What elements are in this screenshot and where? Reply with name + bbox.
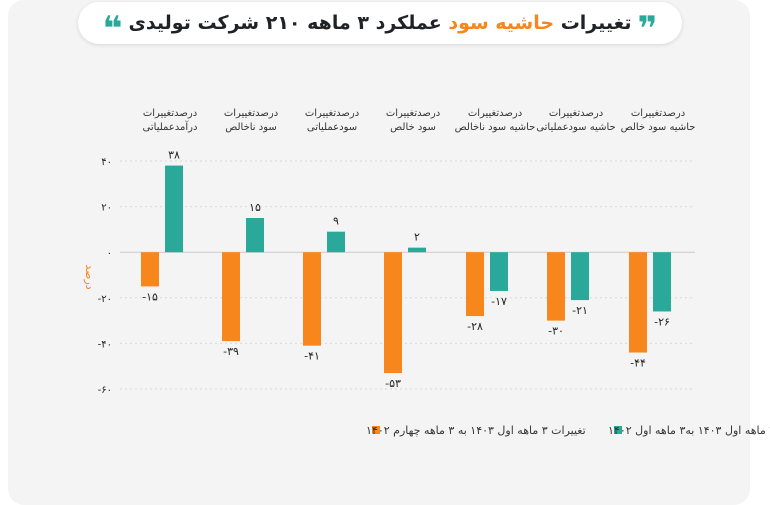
data-label: -۲۱ — [572, 304, 588, 317]
bar-teal — [246, 218, 264, 253]
data-label: -۵۳ — [385, 377, 401, 390]
category-label: سود ناخالص — [225, 122, 277, 133]
y-tick-label: ۰ — [107, 248, 112, 259]
data-label: ۳۸ — [168, 149, 180, 162]
data-label: -۳۰ — [548, 325, 564, 338]
bar-orange — [384, 252, 402, 374]
category-label: درصدتغییرات — [386, 108, 440, 119]
category-label: سود خالص — [390, 122, 436, 133]
data-label: -۴۴ — [630, 357, 646, 370]
data-label: -۲۶ — [654, 315, 670, 328]
y-tick-label: ۴۰ — [101, 157, 112, 168]
y-axis-label: درصد — [83, 264, 96, 289]
data-label: ۲ — [414, 231, 420, 244]
data-label: -۲۸ — [467, 320, 483, 333]
y-tick-label: ۲۰ — [101, 203, 112, 214]
bar-orange — [547, 252, 565, 321]
y-tick-label: -۶۰ — [98, 385, 112, 396]
category-label: حاشیه سودعملیاتی — [536, 122, 615, 133]
data-label: -۱۷ — [491, 295, 507, 308]
category-label: درصدتغییرات — [549, 108, 603, 119]
legend-swatch — [614, 426, 622, 434]
title-highlight: حاشیه سود — [448, 12, 555, 34]
category-label: درصدتغییرات — [468, 108, 522, 119]
chart-title: تغییرات حاشیه سود عملکرد ۳ ماهه ۲۱۰ شرکت… — [129, 12, 632, 34]
bar-orange — [303, 252, 321, 346]
bar-orange — [629, 252, 647, 353]
category-label: درصدتغییرات — [305, 108, 359, 119]
legend-swatch — [372, 426, 380, 434]
y-tick-label: -۲۰ — [98, 294, 112, 305]
category-label: درآمدعملیاتی — [143, 120, 198, 133]
bar-teal — [165, 165, 183, 253]
bar-teal — [327, 231, 345, 253]
data-label: -۴۱ — [304, 350, 320, 363]
bar-teal — [653, 252, 671, 312]
title-part-after: عملکرد ۳ ماهه ۲۱۰ شرکت تولیدی — [128, 12, 442, 34]
quote-close-icon: ❝ — [102, 9, 123, 49]
category-label: حاشیه سود خالص — [621, 122, 696, 133]
bar-orange — [222, 252, 240, 342]
category-label: سودعملیاتی — [307, 122, 357, 133]
bar-orange — [141, 252, 159, 287]
bar-teal — [490, 252, 508, 291]
category-label: درصدتغییرات — [143, 108, 197, 119]
title-banner: ❞ تغییرات حاشیه سود عملکرد ۳ ماهه ۲۱۰ شر… — [78, 2, 682, 49]
bar-orange — [466, 252, 484, 317]
bar-teal — [571, 252, 589, 301]
legend-label: تغییرات ۳ ماهه اول ۱۴۰۳ به ۳ ماهه چهارم … — [366, 424, 586, 437]
category-label: درصدتغییرات — [631, 108, 685, 119]
data-label: -۳۹ — [223, 345, 239, 358]
category-label: حاشیه سود ناخالص — [455, 122, 536, 133]
quote-open-icon: ❞ — [637, 9, 658, 49]
y-tick-label: -۴۰ — [98, 339, 112, 350]
title-part-before: تغییرات — [560, 12, 632, 34]
data-label: -۱۵ — [142, 290, 158, 303]
data-label: ۱۵ — [249, 201, 261, 214]
category-label: درصدتغییرات — [224, 108, 278, 119]
data-label: ۹ — [333, 215, 339, 228]
bar-teal — [408, 247, 426, 253]
